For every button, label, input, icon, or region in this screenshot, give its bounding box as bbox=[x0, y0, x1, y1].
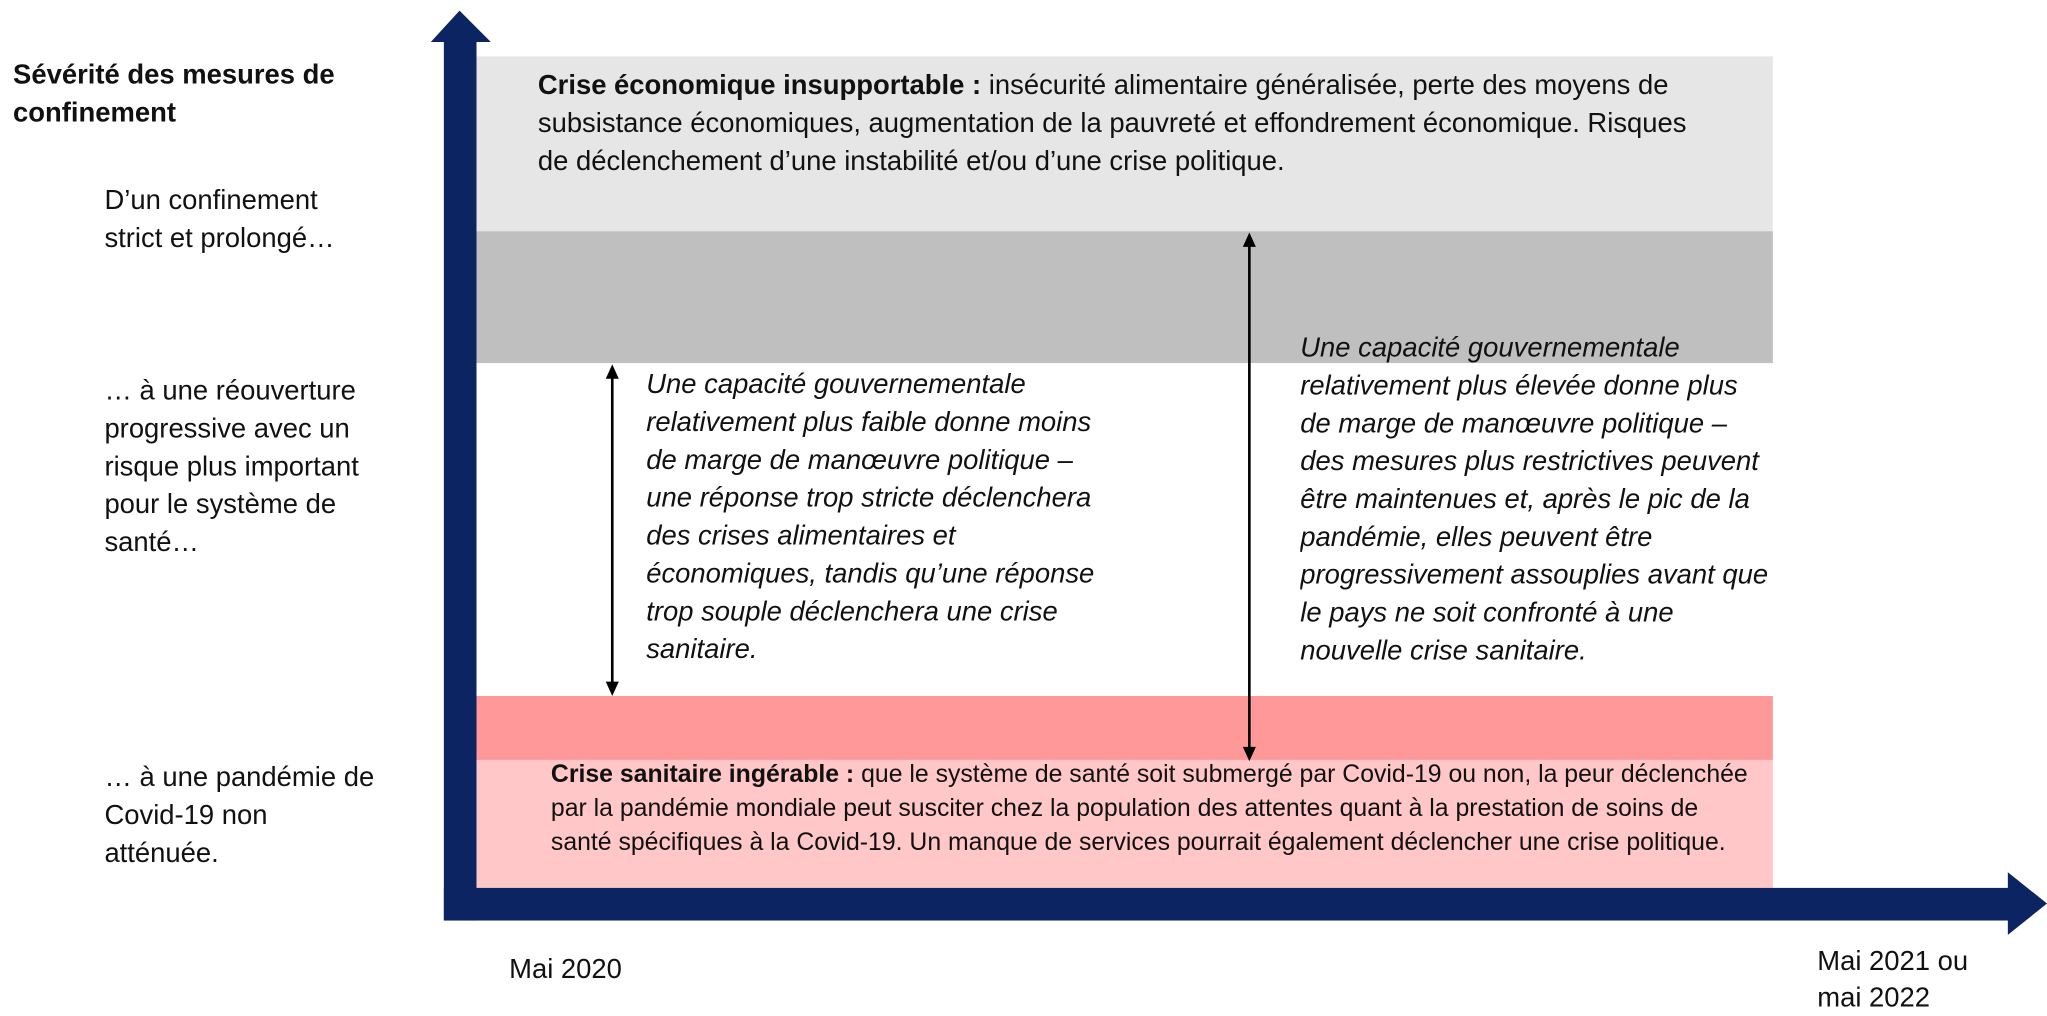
x-end-box: Mai 2021 ou mai 2022 bbox=[1817, 946, 1969, 1014]
economic-zone bbox=[476, 56, 1773, 232]
x-axis-start: Mai 2020 bbox=[509, 954, 622, 985]
economic-crisis-text: insécurité alimentaire généralisée, pert… bbox=[537, 70, 1687, 177]
level-box: … à une réouverture progressive avec un … bbox=[104, 376, 359, 558]
note: Une capacité gouvernementale relativemen… bbox=[646, 369, 1095, 665]
health-crisis-label: Crise sanitaire ingérable : bbox=[550, 761, 855, 789]
economic-crisis-box: Crise économique insupportable : insécur… bbox=[538, 67, 1713, 181]
y-axis-title: Sévérité des mesures de confinement bbox=[13, 60, 335, 129]
y-axis-arrow bbox=[430, 10, 491, 42]
economic-crisis: Crise économique insupportable : insécur… bbox=[538, 67, 1713, 181]
y-level: D’un confinement strict et prolongé… bbox=[104, 185, 335, 254]
y-axis-title-box: Sévérité des mesures de confinement bbox=[13, 60, 335, 129]
x-start-box: Mai 2020 bbox=[509, 954, 622, 985]
y-axis bbox=[443, 39, 477, 921]
note-box: Une capacité gouvernementale relativemen… bbox=[646, 369, 1095, 665]
health-crisis-box: Crise sanitaire ingérable : que le systè… bbox=[551, 759, 1765, 861]
y-level: … à une réouverture progressive avec un … bbox=[104, 376, 359, 558]
x-axis bbox=[443, 887, 2011, 921]
x-axis-end: Mai 2021 ou mai 2022 bbox=[1817, 946, 1969, 1014]
health-zone bbox=[476, 759, 1773, 888]
note-box: Une capacité gouvernementale relativemen… bbox=[1300, 333, 1769, 666]
level-box: D’un confinement strict et prolongé… bbox=[104, 185, 335, 254]
x-axis-arrow bbox=[2007, 872, 2047, 935]
level-box: … à une pandémie de Covid-19 non atténué… bbox=[104, 762, 375, 869]
high-capacity-arrow bbox=[1242, 232, 1256, 762]
health-crisis-text: que le système de santé soit submergé pa… bbox=[550, 761, 1748, 857]
economic-risk-band bbox=[476, 231, 1773, 364]
y-level: … à une pandémie de Covid-19 non atténué… bbox=[104, 762, 375, 869]
economic-crisis-label: Crise économique insupportable : bbox=[537, 70, 982, 101]
note: Une capacité gouvernementale relativemen… bbox=[1300, 333, 1769, 666]
low-capacity-arrow bbox=[605, 364, 619, 696]
health-crisis: Crise sanitaire ingérable : que le systè… bbox=[551, 759, 1765, 861]
health-risk-band bbox=[476, 695, 1773, 760]
